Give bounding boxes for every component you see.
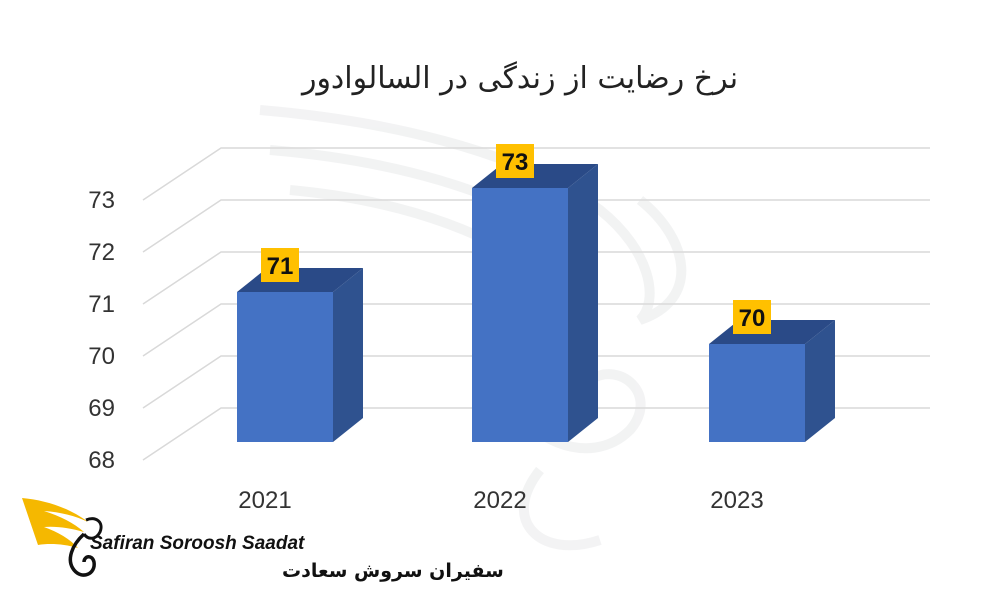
data-label-2023: 70 <box>733 300 771 334</box>
gridline <box>142 251 930 305</box>
data-label-box <box>496 144 534 178</box>
gridline <box>142 355 930 409</box>
bar-2022 <box>472 164 598 442</box>
y-tick-label: 69 <box>88 395 115 422</box>
y-tick-label: 72 <box>88 239 115 266</box>
brand-logo: Safiran Soroosh Saadat سفیران سروش سعادت <box>22 498 504 582</box>
logo-name-en: Safiran Soroosh Saadat <box>90 533 305 554</box>
bar-side <box>805 320 835 442</box>
data-label-text: 73 <box>502 149 529 176</box>
bars <box>237 164 835 442</box>
data-label-2022: 73 <box>496 144 534 178</box>
bar-2021 <box>237 268 363 442</box>
logo-name-fa: سفیران سروش سعادت <box>282 560 504 582</box>
gridline <box>142 147 930 201</box>
data-labels: 71 73 70 <box>261 144 771 334</box>
y-tick-label: 68 <box>88 447 115 474</box>
data-label-box <box>261 248 299 282</box>
x-category-label: 2022 <box>473 487 526 514</box>
y-axis: 68 69 70 71 72 73 <box>88 187 115 474</box>
chart-title: نرخ رضایت از زندگی در السالوادور <box>300 61 738 96</box>
x-category-label: 2021 <box>238 487 291 514</box>
wing-logo-icon <box>22 498 103 577</box>
x-category-label: 2023 <box>710 487 763 514</box>
gridline <box>142 407 930 461</box>
y-tick-label: 71 <box>88 291 115 318</box>
bar-front <box>709 344 805 442</box>
bar-2023 <box>709 320 835 442</box>
gridline <box>142 303 930 357</box>
gridlines <box>142 147 930 461</box>
bar-side <box>333 268 363 442</box>
data-label-2021: 71 <box>261 248 299 282</box>
x-axis: 2021 2022 2023 <box>238 487 763 514</box>
y-tick-label: 70 <box>88 343 115 370</box>
bar-side <box>568 164 598 442</box>
data-label-box <box>733 300 771 334</box>
bar-front <box>472 188 568 442</box>
y-tick-label: 73 <box>88 187 115 214</box>
gridline <box>142 199 930 253</box>
data-label-text: 71 <box>267 253 294 280</box>
bar-front <box>237 292 333 442</box>
data-label-text: 70 <box>739 305 766 332</box>
